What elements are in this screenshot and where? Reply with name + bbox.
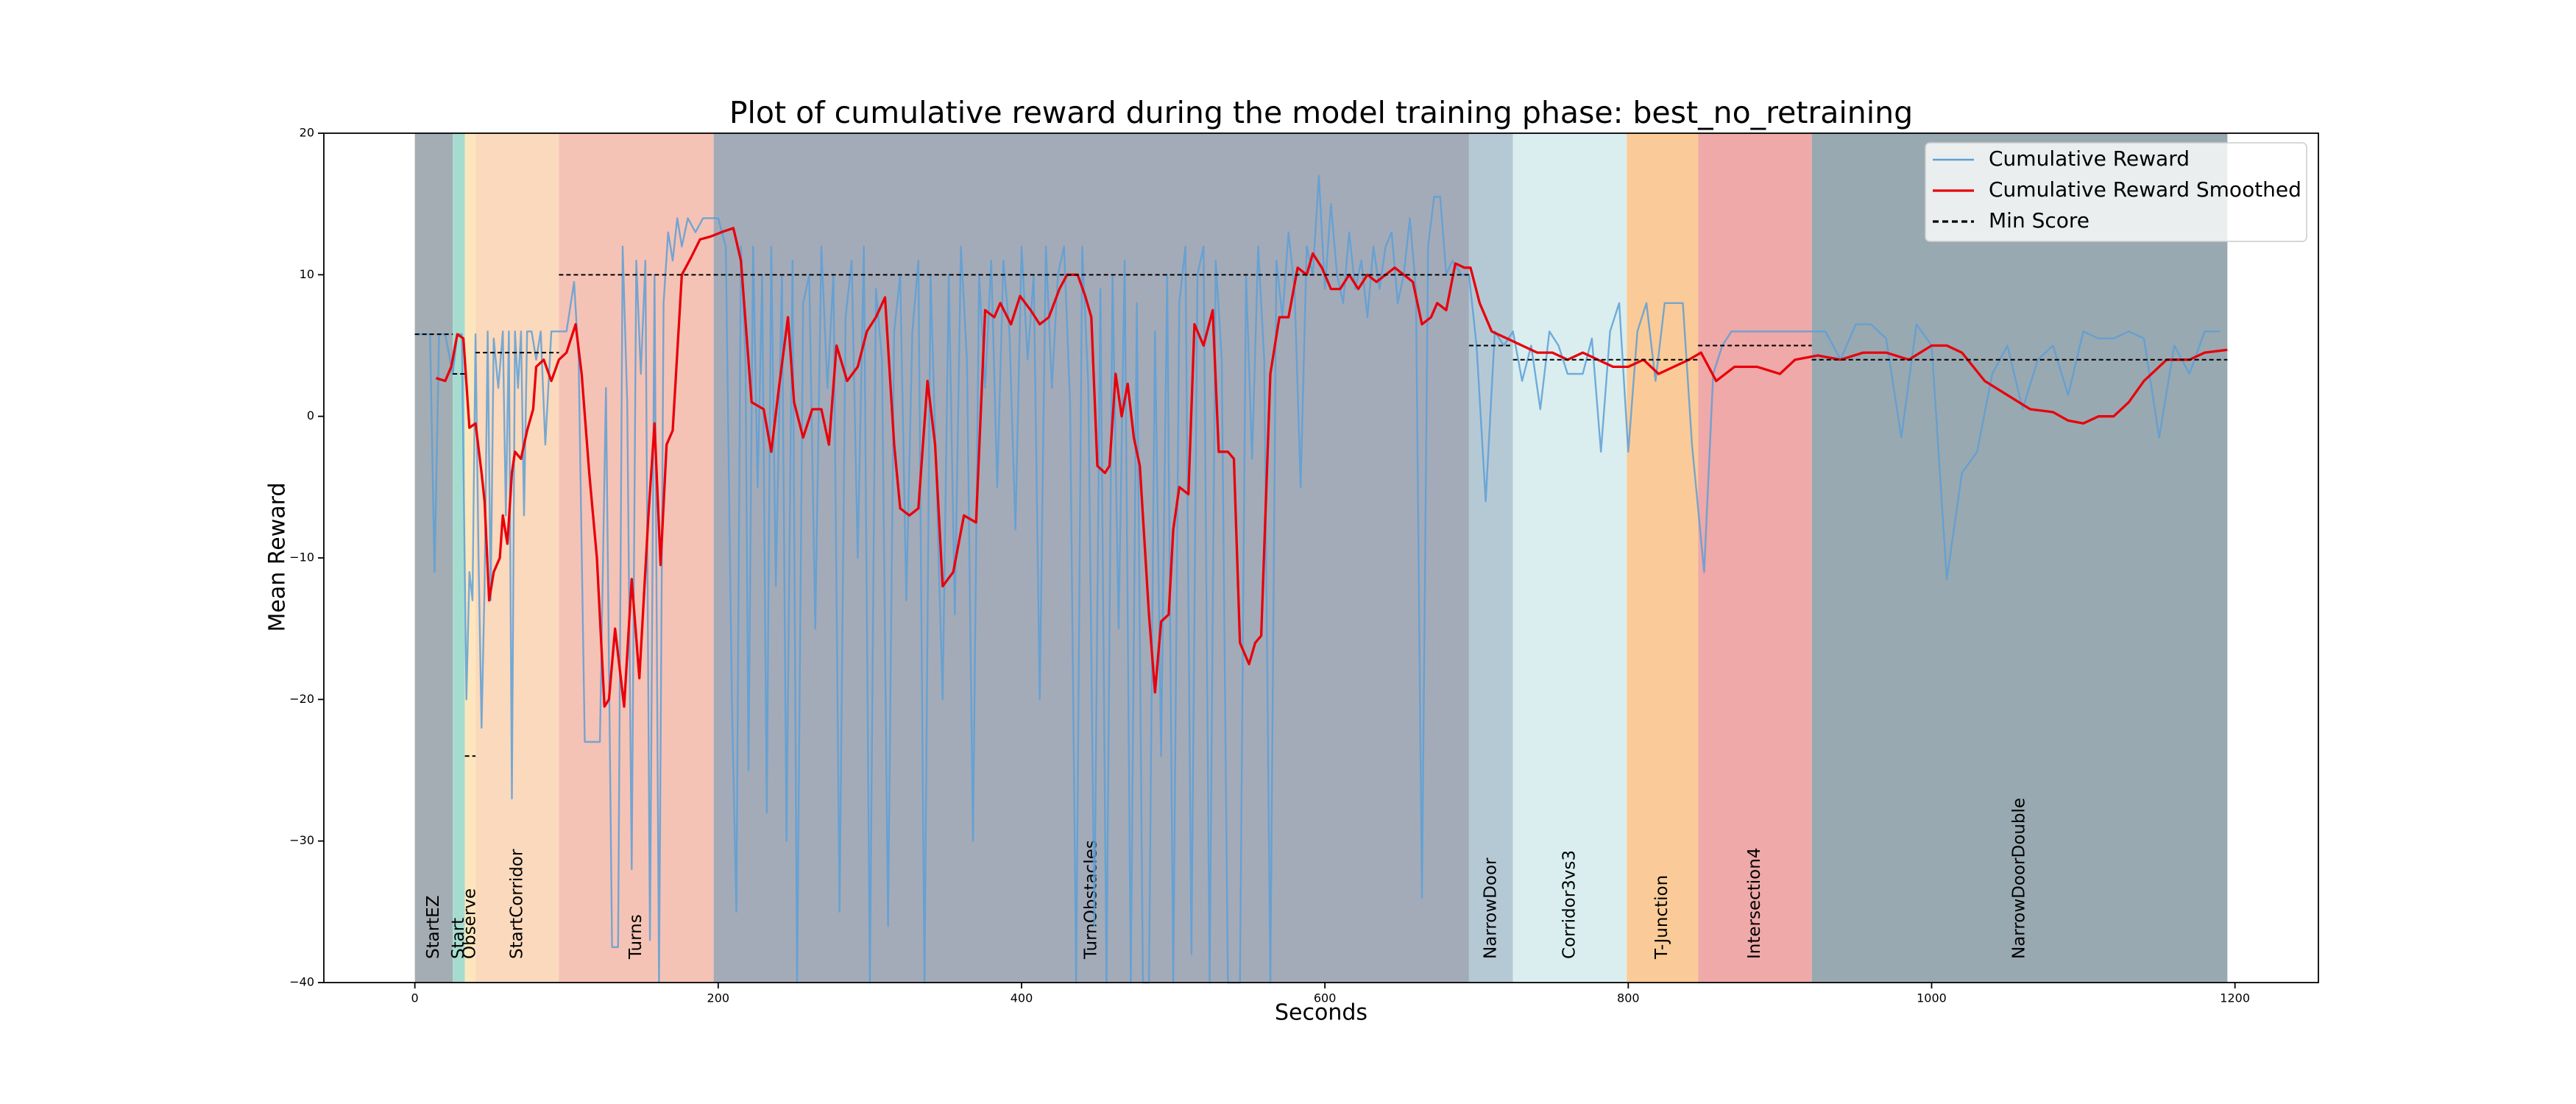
region-span	[453, 133, 465, 983]
x-tick-label: 1000	[1917, 991, 1947, 1005]
region-label: T-Junction	[1652, 875, 1671, 960]
y-tick-label: −10	[289, 551, 314, 565]
x-tick-label: 800	[1617, 991, 1640, 1005]
chart-title: Plot of cumulative reward during the mod…	[729, 95, 1913, 130]
region-label: Intersection4	[1745, 848, 1764, 959]
region-label: NarrowDoorDouble	[2010, 798, 2029, 959]
region-label: Turns	[626, 914, 645, 960]
region-label: Corridor3vs3	[1560, 850, 1579, 959]
region-label: TurnObstacles	[1081, 840, 1100, 960]
x-tick-label: 400	[1011, 991, 1033, 1005]
legend-label: Min Score	[1989, 208, 2090, 233]
x-tick-label: 200	[707, 991, 730, 1005]
region-label: StartEZ	[424, 896, 443, 959]
x-tick-label: 600	[1314, 991, 1337, 1005]
region-span	[1468, 133, 1513, 983]
region-span	[464, 133, 476, 983]
x-tick-label: 0	[411, 991, 419, 1005]
x-tick-label: 1200	[2220, 991, 2250, 1005]
y-tick-label: −40	[289, 975, 314, 989]
region-span	[1698, 133, 1812, 983]
legend-label: Cumulative Reward	[1989, 146, 2190, 171]
y-axis-label: Mean Reward	[265, 483, 291, 632]
legend-label: Cumulative Reward Smoothed	[1989, 177, 2301, 202]
region-span	[1627, 133, 1699, 983]
region-span	[1512, 133, 1627, 983]
region-span	[1811, 133, 2228, 983]
y-tick-label: 20	[300, 126, 314, 140]
region-label: StartCorridor	[507, 849, 526, 959]
y-tick-label: −30	[289, 833, 314, 847]
y-tick-label: 0	[307, 408, 314, 422]
legend-box	[1925, 142, 2307, 242]
series-line	[436, 227, 2228, 708]
region-label: NarrowDoor	[1481, 857, 1500, 959]
region-label: Observe	[460, 888, 479, 959]
y-tick-label: −20	[289, 692, 314, 706]
x-axis-label: Seconds	[1275, 1000, 1367, 1026]
y-tick-label: 10	[300, 267, 314, 281]
region-label: Start	[449, 918, 468, 959]
